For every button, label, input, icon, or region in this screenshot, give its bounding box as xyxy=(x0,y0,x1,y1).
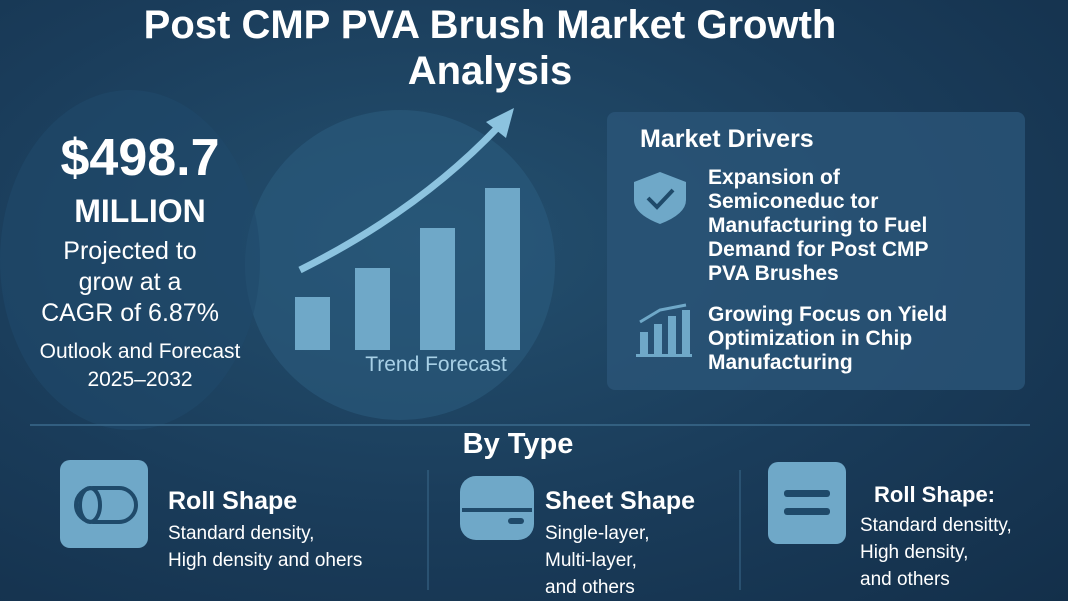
shield-icon xyxy=(634,172,686,224)
roll-icon xyxy=(60,460,148,548)
text-line: High density and ohers xyxy=(168,550,363,571)
roll-end xyxy=(78,486,102,524)
text-line: CAGR of 6.87% xyxy=(41,299,219,327)
type-name: Sheet Shape xyxy=(545,487,696,515)
trend-bars xyxy=(295,188,520,350)
text-line: High density, xyxy=(860,542,969,563)
period: Outlook and Forecast 2025–2032 xyxy=(40,338,241,394)
type-desc: Standard densitty, High density, and other… xyxy=(860,512,1012,593)
text-line: Outlook and Forecast xyxy=(39,340,241,363)
text-line: Manufacturing to Fuel xyxy=(708,214,928,237)
roll xyxy=(74,486,138,524)
text-line: Semiconeduc tor xyxy=(708,190,879,213)
type-desc: Standard density, High density and ohers xyxy=(168,520,362,574)
text-line: and others xyxy=(860,569,950,590)
market-unit: MILLION xyxy=(74,193,206,229)
bar xyxy=(420,228,455,350)
text-line: Demand for Post CMP xyxy=(708,238,929,261)
text-line: Growing Focus on Yield xyxy=(708,303,948,326)
growth-text: Projected to grow at a CAGR of 6.87% xyxy=(41,236,219,329)
bar xyxy=(355,268,390,350)
type-name: Roll Shape: xyxy=(874,482,996,507)
bar xyxy=(295,297,330,350)
text-line: Standard density, xyxy=(168,523,315,544)
title: Post CMP PVA Brush Market Growth Analysis xyxy=(144,2,837,94)
text-line: grow at a xyxy=(78,268,182,296)
bar xyxy=(485,188,520,350)
text-line: Single-layer, xyxy=(545,523,650,544)
sheet-slot xyxy=(508,518,524,524)
text-line: Standard densitty, xyxy=(860,515,1012,536)
text-line: Manufacturing xyxy=(708,351,853,374)
text-line: PVA Brushes xyxy=(708,262,839,285)
type-desc: Single-layer, Multi-layer, and others xyxy=(545,520,650,601)
text-line: Expansion of xyxy=(708,166,840,189)
text-line: Post CMP PVA Brush Market Growth xyxy=(143,3,837,47)
text-line: Multi-layer, xyxy=(545,550,637,571)
drivers-panel xyxy=(607,112,1025,390)
roll-icon-2 xyxy=(768,462,846,544)
text-line: Projected to xyxy=(63,237,197,265)
text-line: and others xyxy=(545,577,635,598)
trend-label: Trend Forecast xyxy=(365,353,507,376)
driver: Expansion of Semiconeduc tor Manufacturing… xyxy=(708,166,929,286)
bar-line xyxy=(784,508,830,515)
check xyxy=(646,188,675,210)
chart-icon xyxy=(636,310,692,357)
chart-line xyxy=(639,303,687,324)
market-value: $498.7 xyxy=(60,129,220,187)
types-title: By Type xyxy=(462,428,574,460)
text-line: Optimization in Chip xyxy=(708,327,913,350)
bar-line xyxy=(784,490,830,497)
trend-arrow xyxy=(298,122,503,274)
drivers-title: Market Drivers xyxy=(640,125,814,153)
text-line: Analysis xyxy=(407,49,573,93)
text-line: 2025–2032 xyxy=(87,368,193,391)
driver: Growing Focus on Yield Optimization in Ch… xyxy=(708,303,947,375)
left-panel xyxy=(0,90,260,430)
type-name: Roll Shape xyxy=(168,487,298,515)
arrow-head xyxy=(486,108,514,138)
